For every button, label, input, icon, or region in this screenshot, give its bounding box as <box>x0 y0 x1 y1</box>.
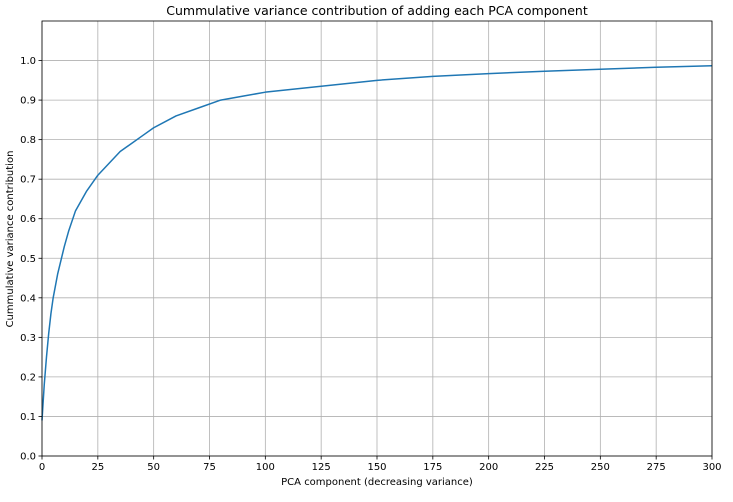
x-tick-label: 150 <box>367 462 386 473</box>
series-layer <box>41 64 713 421</box>
x-tick-label: 250 <box>591 462 610 473</box>
y-tick-label: 1.0 <box>20 56 36 67</box>
x-tick-label: 300 <box>702 462 721 473</box>
x-tick-label: 200 <box>479 462 498 473</box>
y-tick-label: 0.5 <box>20 254 36 265</box>
x-tick-label: 225 <box>535 462 554 473</box>
x-tick-label: 0 <box>39 462 45 473</box>
y-axis-label: Cummulative variance contribution <box>5 151 16 328</box>
x-tick-label: 175 <box>423 462 442 473</box>
y-tick-label: 0.0 <box>20 452 36 463</box>
x-tick-label: 100 <box>256 462 275 473</box>
chart-title: Cummulative variance contribution of add… <box>166 3 588 18</box>
y-tick-label: 0.7 <box>20 175 36 186</box>
x-tick-label: 275 <box>647 462 666 473</box>
y-tick-label: 0.8 <box>20 135 36 146</box>
y-tick-label: 0.4 <box>20 293 36 304</box>
y-tick-label: 0.6 <box>20 214 36 225</box>
y-tick-label: 0.1 <box>20 412 36 423</box>
y-tick-label: 0.9 <box>20 96 36 107</box>
x-tick-label: 75 <box>203 462 216 473</box>
series-line <box>41 64 713 421</box>
x-tick-label: 125 <box>312 462 331 473</box>
x-axis-label: PCA component (decreasing variance) <box>281 477 473 488</box>
grid-layer <box>41 21 713 457</box>
x-tick-label: 25 <box>91 462 104 473</box>
y-tick-label: 0.2 <box>20 372 36 383</box>
y-tick-label: 0.3 <box>20 333 36 344</box>
ticks-layer: 0 25 50 75 100 125 150 175 200 225 250 275 300 0.0 0.1… <box>20 56 721 473</box>
x-tick-label: 50 <box>147 462 160 473</box>
